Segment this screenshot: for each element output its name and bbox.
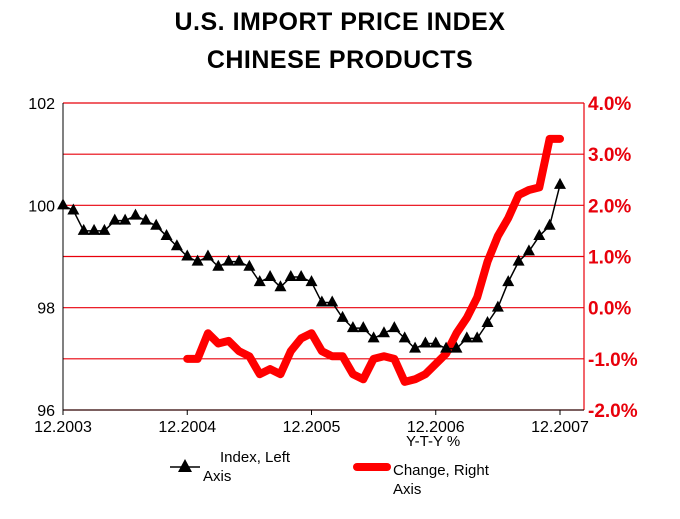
index-point [429,336,442,348]
index-point [67,203,80,215]
index-point [119,213,132,225]
index-point [150,218,163,230]
index-point [139,213,152,225]
index-point [440,341,453,353]
chart-title-line1: U.S. IMPORT PRICE INDEX [174,8,506,36]
index-point [212,259,225,271]
index-point [295,269,308,281]
axes [62,103,585,411]
index-point [409,341,422,353]
index-point [264,269,277,281]
left-axis-tick-label: 96 [37,403,55,420]
index-point [450,341,463,353]
index-point [336,310,349,322]
left-axis-tick-label: 98 [37,301,55,318]
index-point [57,198,69,210]
index-point [326,295,339,307]
x-axis-tick-label: 12.2006 [407,419,465,436]
right-axis-tick-label: 1.0% [588,248,631,269]
legend-yty-label-1: Y-T-Y % [406,433,460,450]
index-point [98,223,111,235]
index-point [108,213,121,225]
index-point [284,269,297,281]
x-axis-ticks: 12.2003 12.2004 12.2005 12.2006 12.2007 [34,410,589,436]
x-axis-tick-label: 12.2005 [283,419,341,436]
index-point [419,336,432,348]
index-point [522,244,535,256]
legend-index-label-2: Axis [203,468,231,485]
index-point [181,249,194,261]
index-point [222,254,235,266]
left-axis-tick-label: 102 [28,96,55,113]
index-point [357,321,370,333]
index-point [88,223,101,235]
index-point [502,275,515,287]
index-point [554,177,566,189]
x-axis-tick-label: 12.2004 [158,419,216,436]
index-point [481,316,494,328]
index-point [274,280,287,292]
left-axis-ticks: 96 98 100 102 [28,96,55,420]
index-point [471,331,484,343]
index-point [491,300,504,312]
chart-title-line2: CHINESE PRODUCTS [206,46,474,74]
x-axis-tick-label: 12.2007 [531,419,589,436]
yty-series-line [183,134,564,386]
index-point [367,331,380,343]
left-axis-tick-label: 100 [28,198,55,215]
right-axis-tick-label: 0.0% [588,299,631,320]
x-axis-tick-label: 12.2003 [34,419,92,436]
index-point [305,275,318,287]
right-axis-tick-label: 2.0% [588,196,631,217]
index-point [201,249,214,261]
index-point [543,218,556,230]
index-point [191,254,204,266]
legend-index-label-1: Index, Left [220,449,291,466]
index-point [129,208,142,220]
series-yty [183,134,564,386]
index-point [315,295,328,307]
index-point [346,321,359,333]
index-point [460,331,473,343]
right-axis-tick-label: 3.0% [588,145,631,166]
series-index [57,177,566,353]
gridlines [63,102,584,411]
right-axis-ticks: -2.0% -1.0% 0.0% 1.0% 2.0% 3.0% 4.0% [588,94,638,422]
index-point [512,254,525,266]
right-axis-tick-label: -2.0% [588,401,638,422]
legend-yty-label-2: Change, Right [393,462,490,479]
index-point [233,254,246,266]
index-point [170,239,183,251]
index-point [77,223,90,235]
index-point [533,229,546,241]
right-axis-tick-label: 4.0% [588,94,631,115]
legend-yty-label-3: Axis [393,481,421,498]
legend: Index, Left Axis Y-T-Y % Change, Right A… [170,433,490,498]
legend-index-marker [178,459,192,472]
index-point [243,259,256,271]
index-point [160,229,173,241]
right-axis-tick-label: -1.0% [588,350,638,371]
index-point [388,321,401,333]
index-point [377,326,390,338]
index-point [398,331,411,343]
index-point [253,275,266,287]
